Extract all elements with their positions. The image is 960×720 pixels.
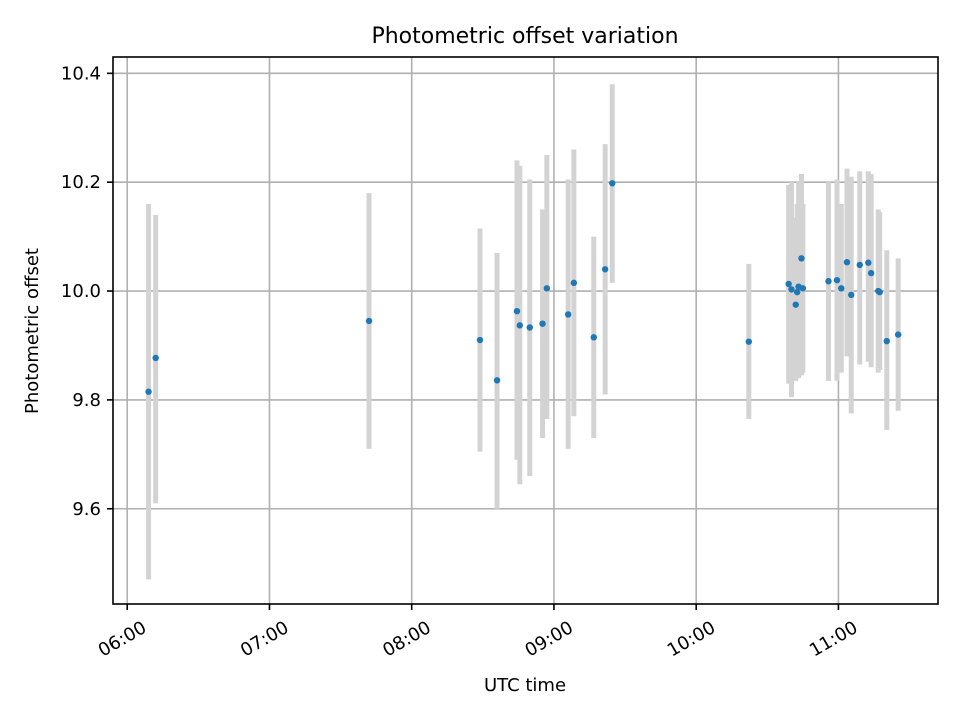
data-point xyxy=(876,288,883,296)
data-point xyxy=(785,280,792,288)
data-point xyxy=(799,285,807,292)
data-point xyxy=(838,285,845,292)
y-tick-label: 10.0 xyxy=(61,281,101,302)
data-point xyxy=(867,269,875,277)
data-point xyxy=(543,285,551,292)
data-point xyxy=(609,180,616,187)
data-point xyxy=(793,288,801,296)
data-point xyxy=(856,261,863,269)
data-point xyxy=(843,258,851,266)
data-point xyxy=(865,259,872,266)
x-axis-label: UTC time xyxy=(484,675,566,696)
data-point xyxy=(152,354,159,362)
data-point xyxy=(476,336,484,344)
data-point xyxy=(526,324,533,331)
data-point xyxy=(564,311,572,318)
data-point xyxy=(145,388,152,395)
data-point xyxy=(883,337,890,345)
data-point xyxy=(590,334,597,341)
y-axis-ticks: 9.6 9.8 10.0 10.2 10.4 xyxy=(61,63,113,520)
data-point xyxy=(365,317,373,325)
y-tick-label: 9.6 xyxy=(72,499,101,520)
data-point xyxy=(570,279,578,287)
data-point xyxy=(601,266,609,273)
data-point xyxy=(513,307,521,315)
data-point xyxy=(493,377,501,384)
data-points xyxy=(145,180,902,395)
y-tick-label: 10.2 xyxy=(61,172,101,193)
y-axis-label: Photometric offset xyxy=(22,248,43,414)
data-point xyxy=(798,255,805,262)
data-point xyxy=(848,291,855,299)
data-point xyxy=(792,301,799,308)
data-point xyxy=(745,338,753,345)
data-point xyxy=(833,276,841,284)
data-point xyxy=(894,331,902,338)
data-point xyxy=(788,286,795,293)
y-tick-label: 10.4 xyxy=(61,63,101,84)
data-point xyxy=(516,322,524,329)
data-point xyxy=(539,320,546,327)
data-point xyxy=(825,278,832,285)
chart-title: Photometric offset variation xyxy=(371,24,678,49)
plot-frame xyxy=(112,56,939,605)
y-tick-label: 9.8 xyxy=(72,390,101,411)
